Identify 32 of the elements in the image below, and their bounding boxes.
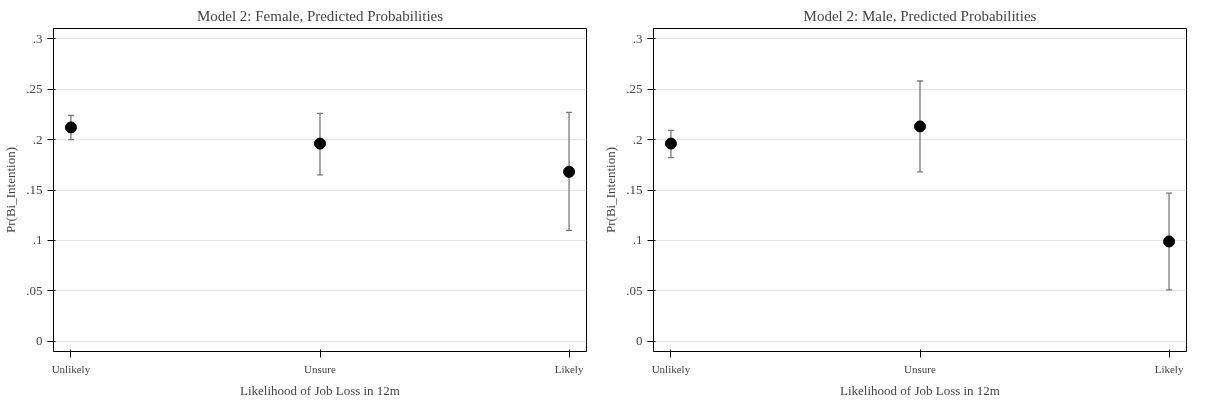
- x-tick-label: Unsure: [904, 362, 936, 375]
- x-tick-label: Unsure: [304, 362, 336, 375]
- y-axis-title: Pr(Bi_Intention): [3, 147, 19, 233]
- y-tick-label: 0: [636, 333, 643, 349]
- y-tick-label: .1: [632, 232, 643, 248]
- y-tick-label: .3: [32, 30, 43, 46]
- x-tick-label: Likely: [554, 362, 584, 375]
- y-tick-label: .15: [626, 182, 643, 197]
- y-tick-label: .05: [626, 282, 643, 298]
- chart-title: Model 2: Female, Predicted Probabilities: [196, 7, 444, 24]
- y-tick-label: .25: [626, 81, 643, 97]
- point: [914, 120, 926, 133]
- y-axis-title: Pr(Bi_Intention): [603, 147, 619, 233]
- y-tick-label: .05: [26, 282, 43, 298]
- y-tick-label: .3: [632, 30, 643, 46]
- point: [314, 137, 326, 150]
- point: [64, 121, 77, 134]
- x-axis-title: Likelihood of Job Loss in 12m: [240, 382, 400, 398]
- x-tick-label: Unlikely: [651, 362, 691, 375]
- y-tick-label: .1: [32, 232, 43, 248]
- y-tick-label: .2: [32, 131, 43, 147]
- chart-title: Model 2: Male, Predicted Probabilities: [803, 7, 1037, 24]
- y-tick-label: .25: [26, 81, 43, 97]
- x-tick-label: Unlikely: [51, 362, 91, 375]
- y-tick-label: .15: [26, 182, 43, 197]
- point: [664, 137, 677, 150]
- y-tick-label: 0: [36, 333, 43, 349]
- x-axis-title: Likelihood of Job Loss in 12m: [840, 382, 1000, 398]
- point: [563, 165, 576, 178]
- x-tick-label: Likely: [1154, 362, 1184, 375]
- y-tick-label: .2: [632, 131, 643, 147]
- point: [1163, 235, 1176, 248]
